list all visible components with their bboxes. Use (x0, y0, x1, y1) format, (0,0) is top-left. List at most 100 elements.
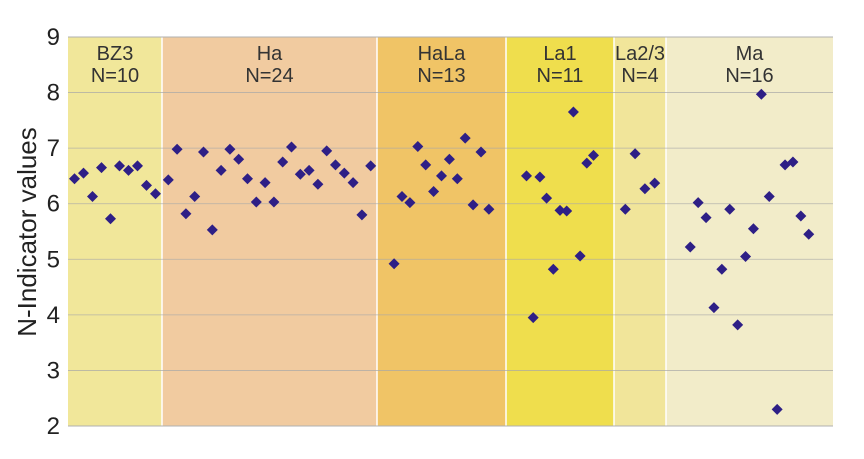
data-point (242, 173, 253, 185)
group-name-label: La1 (543, 43, 576, 65)
data-point (740, 251, 752, 263)
data-point (708, 302, 720, 314)
data-point (459, 132, 471, 144)
data-point (629, 148, 641, 160)
data-point (574, 250, 586, 262)
data-point (581, 157, 593, 169)
data-point (639, 183, 651, 195)
data-point (132, 160, 143, 172)
data-point (303, 164, 315, 176)
group-name-label: BZ3 (97, 43, 134, 65)
data-point (215, 164, 227, 176)
y-tick-label: 8 (47, 80, 60, 107)
data-point (483, 203, 495, 215)
band-ha (162, 37, 377, 426)
data-point (724, 203, 736, 215)
data-point (233, 153, 245, 165)
data-point (428, 185, 440, 197)
data-point (716, 263, 728, 275)
data-point (87, 190, 98, 202)
data-point (451, 173, 463, 185)
data-point (619, 203, 631, 215)
data-point (763, 190, 775, 202)
data-point (534, 171, 546, 183)
data-point (436, 170, 447, 182)
data-point (224, 143, 236, 155)
data-point (649, 177, 661, 189)
data-point (150, 188, 161, 200)
data-point (105, 213, 116, 225)
y-tick-label: 7 (47, 135, 60, 162)
data-point (700, 212, 712, 224)
data-point (396, 190, 408, 202)
data-point (356, 209, 368, 221)
data-point (330, 159, 341, 171)
data-point (541, 192, 553, 204)
data-point (475, 146, 487, 158)
y-axis: 2 3 4 5 6 7 8 9 (47, 24, 60, 440)
data-point (420, 159, 432, 171)
data-point (286, 141, 297, 153)
group-name-label: HaLa (418, 43, 467, 65)
group-name-label: Ha (257, 43, 283, 65)
data-point (206, 224, 218, 236)
data-point (277, 156, 289, 168)
data-point (259, 177, 271, 189)
data-point (755, 88, 767, 100)
y-tick-label: 9 (47, 24, 60, 51)
data-point (692, 197, 704, 209)
data-point (567, 106, 579, 118)
data-points (69, 88, 815, 415)
data-point (123, 164, 134, 176)
group-n-label: N=16 (725, 65, 773, 87)
group-n-label: N=24 (245, 65, 293, 87)
data-point (250, 196, 262, 208)
data-point (347, 177, 359, 189)
band-la1 (506, 37, 614, 426)
data-point (404, 197, 416, 209)
group-name-label: La2/3 (615, 43, 665, 65)
band-bz3 (68, 37, 162, 426)
data-point (588, 149, 599, 161)
data-point (547, 263, 559, 275)
band-ma (666, 37, 833, 426)
data-point (268, 196, 280, 208)
data-point (312, 178, 324, 190)
data-point (467, 199, 479, 211)
data-point (180, 208, 192, 220)
data-point (162, 174, 174, 186)
data-point (684, 241, 696, 253)
y-tick-label: 2 (47, 413, 60, 440)
data-point (96, 162, 107, 174)
data-point (747, 223, 759, 235)
data-point (561, 205, 573, 217)
group-name-label: Ma (736, 43, 765, 65)
data-point (321, 145, 333, 157)
group-n-label: N=11 (537, 65, 584, 87)
band-la2-3 (614, 37, 666, 426)
data-point (189, 190, 201, 202)
y-tick-label: 4 (47, 302, 60, 329)
group-n-label: N=13 (417, 65, 465, 87)
y-tick-label: 3 (47, 357, 60, 384)
data-point (294, 168, 306, 180)
data-point (527, 312, 539, 324)
data-point (78, 167, 89, 179)
data-point (787, 156, 799, 168)
y-tick-label: 5 (47, 246, 60, 273)
data-point (171, 143, 183, 155)
data-point (554, 204, 566, 216)
data-point (732, 319, 744, 331)
group-n-label: N=4 (621, 65, 658, 87)
band-hala (377, 37, 506, 426)
data-point (443, 153, 455, 165)
data-point (803, 228, 815, 240)
y-axis-label: N-Indicator values (12, 127, 42, 337)
data-point (69, 173, 80, 185)
group-bands (68, 37, 833, 426)
data-point (795, 210, 807, 222)
data-point (521, 170, 532, 182)
group-n-label: N=10 (91, 65, 139, 87)
data-point (365, 160, 377, 172)
